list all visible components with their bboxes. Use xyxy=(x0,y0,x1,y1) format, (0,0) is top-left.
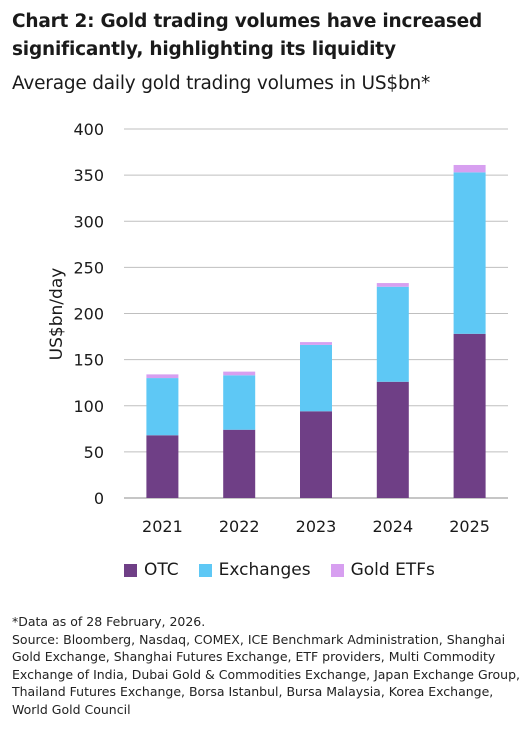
bar-exchanges-2025 xyxy=(453,172,486,334)
bar-exchanges-2022 xyxy=(223,375,256,430)
bar-otc-2025 xyxy=(453,333,486,498)
bar-gold-etfs-2025 xyxy=(453,164,486,173)
gridlines xyxy=(124,128,508,499)
chart-subtitle: Average daily gold trading volumes in US… xyxy=(12,73,431,94)
x-tick-label: 2021 xyxy=(142,517,183,536)
y-tick-label: 250 xyxy=(73,258,104,277)
y-tick-labels: 0 50 100 150 200 250 300 350 400 xyxy=(73,120,104,508)
legend-swatch-otc xyxy=(124,563,137,577)
bar-gold-etfs-2022 xyxy=(223,371,256,376)
legend-item-gold-etfs: Gold ETFs xyxy=(330,560,435,580)
legend: OTC Exchanges Gold ETFs xyxy=(124,560,435,580)
x-tick-label: 2025 xyxy=(449,517,490,536)
bars xyxy=(146,164,486,498)
bar-gold-etfs-2024 xyxy=(376,283,409,287)
legend-label-otc: OTC xyxy=(144,560,179,580)
bar-gold-etfs-2023 xyxy=(300,342,332,345)
y-tick-label: 400 xyxy=(73,120,104,139)
x-tick-labels: 2021 2022 2023 2024 2025 xyxy=(142,517,490,536)
bar-otc-2023 xyxy=(300,411,332,498)
y-tick-label: 150 xyxy=(73,351,104,370)
bar-gold-etfs-2021 xyxy=(146,374,179,379)
x-tick-label: 2024 xyxy=(372,517,413,536)
legend-label-gold-etfs: Gold ETFs xyxy=(350,560,435,580)
y-tick-label: 200 xyxy=(73,305,104,324)
y-axis-label: US$bn/day xyxy=(47,268,67,361)
chart-title: Chart 2: Gold trading volumes have incre… xyxy=(12,11,483,60)
bar-exchanges-2021 xyxy=(146,378,179,436)
legend-item-otc: OTC xyxy=(124,560,179,580)
x-tick-label: 2023 xyxy=(296,517,337,536)
y-tick-label: 350 xyxy=(73,166,104,185)
y-tick-label: 100 xyxy=(73,397,104,416)
bar-exchanges-2023 xyxy=(300,344,332,412)
x-tick-label: 2022 xyxy=(219,517,260,536)
bar-otc-2024 xyxy=(376,381,409,498)
y-tick-label: 0 xyxy=(94,489,104,508)
y-tick-label: 300 xyxy=(73,212,104,231)
legend-label-exchanges: Exchanges xyxy=(218,560,311,580)
footnotes: *Data as of 28 February, 2026. Source: B… xyxy=(12,613,526,718)
footnote-source: Source: Bloomberg, Nasdaq, COMEX, ICE Be… xyxy=(12,631,520,717)
legend-swatch-gold-etfs xyxy=(330,563,344,577)
bar-otc-2021 xyxy=(146,435,179,498)
y-tick-label: 50 xyxy=(84,443,104,462)
bar-otc-2022 xyxy=(223,429,256,498)
legend-swatch-exchanges xyxy=(198,563,212,577)
legend-item-exchanges: Exchanges xyxy=(198,560,311,580)
bar-exchanges-2024 xyxy=(376,286,409,382)
footnote-as-of: *Data as of 28 February, 2026. xyxy=(12,614,206,629)
